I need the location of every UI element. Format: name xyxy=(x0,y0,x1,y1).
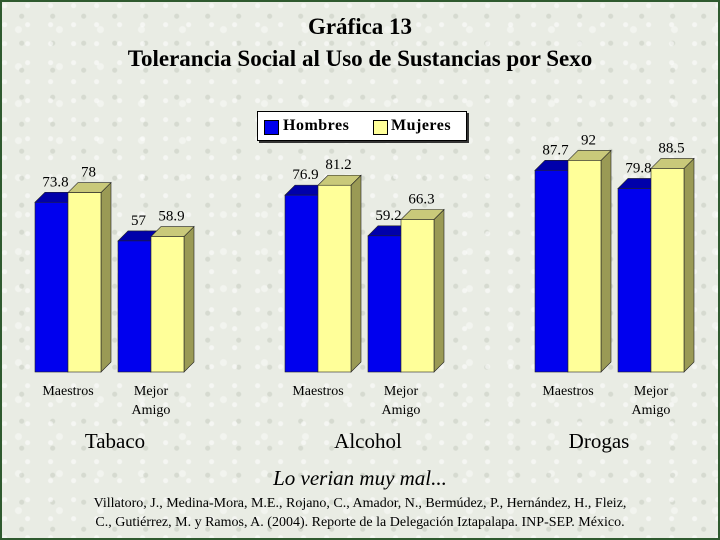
category-label-drogas-amigo-line1: Mejor xyxy=(634,384,669,399)
data-label-alcohol-maestros-mujeres: 81.2 xyxy=(325,157,351,173)
category-label-alcohol-amigo-line1: Mejor xyxy=(384,384,419,399)
category-label-alcohol-amigo-line2: Amigo xyxy=(382,403,421,418)
bar-drogas-maestros-hombres xyxy=(534,169,569,373)
bar-alcohol-amigo-mujeres xyxy=(400,219,435,373)
bar-tabaco-amigo-hombres xyxy=(117,240,152,373)
category-label-tabaco-amigo-line1: Mejor xyxy=(134,384,169,399)
chart-title: Gráfica 13 xyxy=(307,14,413,39)
bar-side-drogas-maestros-mujeres xyxy=(600,149,612,373)
category-label-drogas-amigo-line2: Amigo xyxy=(632,403,671,418)
chart-caption: Lo verian muy mal... xyxy=(273,466,447,490)
bar-side-drogas-amigo-mujeres xyxy=(683,157,695,373)
data-label-tabaco-maestros-hombres: 73.8 xyxy=(42,174,68,190)
category-label-alcohol-maestros-line1: Maestros xyxy=(292,384,343,399)
data-label-tabaco-maestros-mujeres: 78 xyxy=(81,165,96,181)
data-label-drogas-amigo-mujeres: 88.5 xyxy=(658,140,684,156)
bar-side-tabaco-amigo-mujeres xyxy=(183,225,195,373)
group-label-drogas: Drogas xyxy=(568,429,630,453)
chart-subtitle: Tolerancia Social al Uso de Sustancias p… xyxy=(127,46,593,71)
bar-side-tabaco-maestros-mujeres xyxy=(100,181,112,373)
category-label-tabaco-maestros-line1: Maestros xyxy=(42,384,93,399)
data-label-drogas-maestros-hombres: 87.7 xyxy=(542,142,569,158)
bar-alcohol-amigo-hombres xyxy=(367,235,402,373)
legend-swatch-hombres xyxy=(264,120,279,135)
legend-label-mujeres: Mujeres xyxy=(391,117,452,134)
legend-swatch-mujeres xyxy=(373,120,388,135)
legend: Hombres Mujeres xyxy=(257,111,467,141)
reference-citation: Villatoro, J., Medina-Mora, M.E., Rojano… xyxy=(0,494,720,532)
group-label-alcohol: Alcohol xyxy=(334,429,402,453)
bar-drogas-amigo-hombres xyxy=(617,188,652,373)
group-label-tabaco: Tabaco xyxy=(84,429,146,453)
data-label-alcohol-amigo-mujeres: 66.3 xyxy=(408,192,434,208)
legend-label-hombres: Hombres xyxy=(283,117,350,134)
bar-side-alcohol-amigo-mujeres xyxy=(433,208,445,373)
reference-line-2: C., Gutiérrez, M. y Ramos, A. (2004). Re… xyxy=(95,515,625,530)
reference-line-1: Villatoro, J., Medina-Mora, M.E., Rojano… xyxy=(93,496,627,511)
bar-alcohol-maestros-mujeres xyxy=(317,184,352,373)
category-label-tabaco-amigo-line2: Amigo xyxy=(132,403,171,418)
bar-alcohol-maestros-hombres xyxy=(284,194,319,373)
bar-tabaco-amigo-mujeres xyxy=(150,236,185,373)
bar-tabaco-maestros-mujeres xyxy=(67,192,102,373)
data-label-alcohol-amigo-hombres: 59.2 xyxy=(375,208,401,224)
bar-drogas-maestros-mujeres xyxy=(567,160,602,373)
data-label-alcohol-maestros-hombres: 76.9 xyxy=(292,167,318,183)
data-label-drogas-amigo-hombres: 79.8 xyxy=(625,160,651,176)
data-label-tabaco-amigo-hombres: 57 xyxy=(131,213,147,229)
data-label-tabaco-amigo-mujeres: 58.9 xyxy=(158,209,184,225)
category-label-drogas-maestros-line1: Maestros xyxy=(542,384,593,399)
bar-tabaco-maestros-hombres xyxy=(34,201,69,373)
bar-drogas-amigo-mujeres xyxy=(650,168,685,373)
data-label-drogas-maestros-mujeres: 92 xyxy=(581,132,596,148)
bar-side-alcohol-maestros-mujeres xyxy=(350,174,362,373)
